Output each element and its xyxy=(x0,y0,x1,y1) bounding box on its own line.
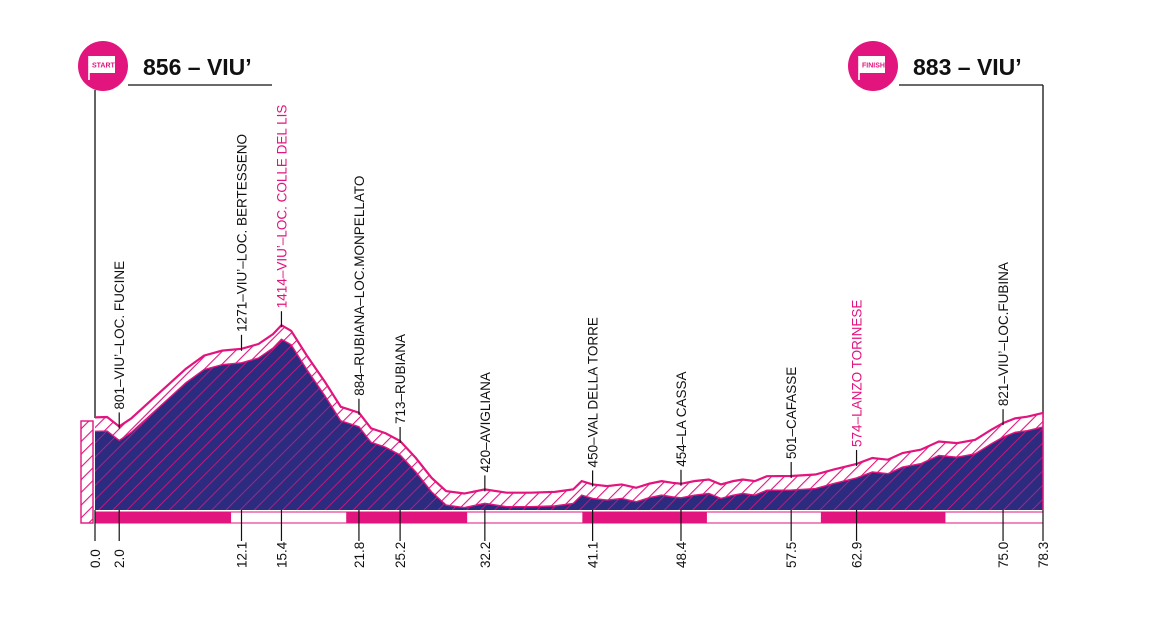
km-tick-label: 12.1 xyxy=(234,542,249,568)
start-badge-label: START xyxy=(92,63,116,70)
waypoint-label: 821–VIU’–LOC.FUBINA xyxy=(996,262,1011,406)
km-tick-label: 0.0 xyxy=(88,549,103,568)
waypoint-label: 420–AVIGLIANA xyxy=(478,372,493,472)
finish-header: FINISH 883 – VIU’ xyxy=(848,41,1044,418)
km-tick-label: 78.3 xyxy=(1036,542,1051,568)
km-tick-label: 48.4 xyxy=(674,541,689,568)
waypoint-label: 1271–VIU’–LOC. BERTESSENO xyxy=(234,134,249,332)
finish-title: 883 – VIU’ xyxy=(913,54,1022,80)
km-axis: 0.0 2.0 12.1 15.4 21.8 25.2 32.2 41.1 48.4 57.5 62… xyxy=(88,510,1051,568)
km-strip-segment xyxy=(820,511,946,524)
km-strip-segment xyxy=(466,511,584,524)
km-strip-segment xyxy=(582,511,707,524)
km-tick-label: 57.5 xyxy=(784,542,799,568)
flag-icon xyxy=(858,56,885,80)
km-tick-label: 41.1 xyxy=(586,542,601,568)
profile-outline xyxy=(94,338,1044,509)
waypoint-label: 574–LANZO TORINESE xyxy=(850,300,865,447)
km-strip xyxy=(94,511,1044,524)
km-tick-label: 32.2 xyxy=(478,542,493,568)
waypoint-label: 501–CAFASSE xyxy=(784,367,799,459)
km-tick-label: 2.0 xyxy=(112,549,127,568)
km-strip-segment xyxy=(94,511,232,524)
km-strip-segment xyxy=(346,511,468,524)
km-strip-segment xyxy=(705,511,822,524)
km-tick-label: 62.9 xyxy=(850,542,865,568)
profile-layer xyxy=(94,323,1044,510)
waypoint-label: 450–VAL DELLA TORRE xyxy=(586,317,601,467)
km-strip-segment xyxy=(230,511,348,524)
start-block xyxy=(80,420,94,524)
profile-area xyxy=(95,339,1043,510)
flag-icon xyxy=(88,56,115,80)
start-header: START 856 – VIU’ xyxy=(78,41,272,418)
waypoint-label: 454–LA CASSA xyxy=(674,371,689,466)
km-tick-label: 15.4 xyxy=(274,541,289,568)
waypoint-label: 1414–VIU’–LOC. COLLE DEL LIS xyxy=(274,105,289,309)
waypoint-label: 884–RUBIANA–LOC.MONPELLATO xyxy=(352,176,367,396)
waypoint-label: 801–VIU’–LOC. FUCINE xyxy=(112,261,127,410)
waypoint-markers: 801–VIU’–LOC. FUCINE 1271–VIU’–LOC. BERTE… xyxy=(112,105,1011,492)
km-strip-segment xyxy=(944,511,1044,524)
profile-outline-top xyxy=(94,323,1044,495)
start-title: 856 – VIU’ xyxy=(143,54,252,80)
km-tick-label: 21.8 xyxy=(352,542,367,568)
finish-badge-label: FINISH xyxy=(862,63,885,70)
waypoint-label: 713–RUBIANA xyxy=(393,334,408,424)
km-tick-label: 75.0 xyxy=(996,542,1011,568)
km-tick-label: 25.2 xyxy=(393,542,408,568)
